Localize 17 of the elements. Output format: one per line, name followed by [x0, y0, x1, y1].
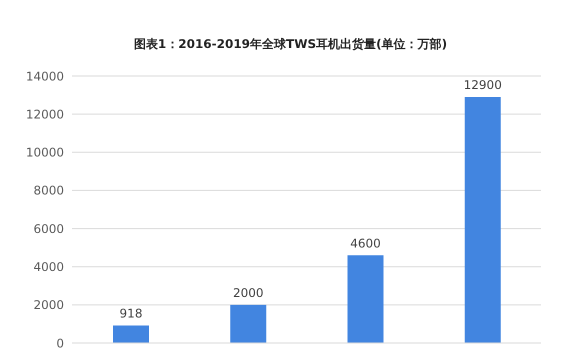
chart-title: 图表1：2016-2019年全球TWS耳机出货量(单位：万部) — [132, 36, 448, 53]
bar — [464, 96, 501, 343]
data-label: 918 — [120, 306, 142, 320]
y-tick-label: 10000 — [26, 146, 64, 160]
y-tick-label: 6000 — [33, 222, 64, 236]
y-tick-label: 8000 — [33, 184, 64, 198]
bar — [348, 255, 384, 343]
y-tick-label: 0 — [56, 336, 64, 350]
bar — [230, 304, 266, 343]
y-tick-label: 12000 — [26, 107, 64, 122]
bar — [113, 325, 149, 343]
y-tick-label: 2000 — [33, 298, 64, 312]
data-label: 2000 — [232, 286, 264, 300]
y-tick-label: 14000 — [26, 69, 64, 84]
data-label: 12900 — [464, 78, 502, 92]
y-tick-label: 4000 — [33, 260, 64, 274]
data-label: 4600 — [350, 236, 381, 250]
